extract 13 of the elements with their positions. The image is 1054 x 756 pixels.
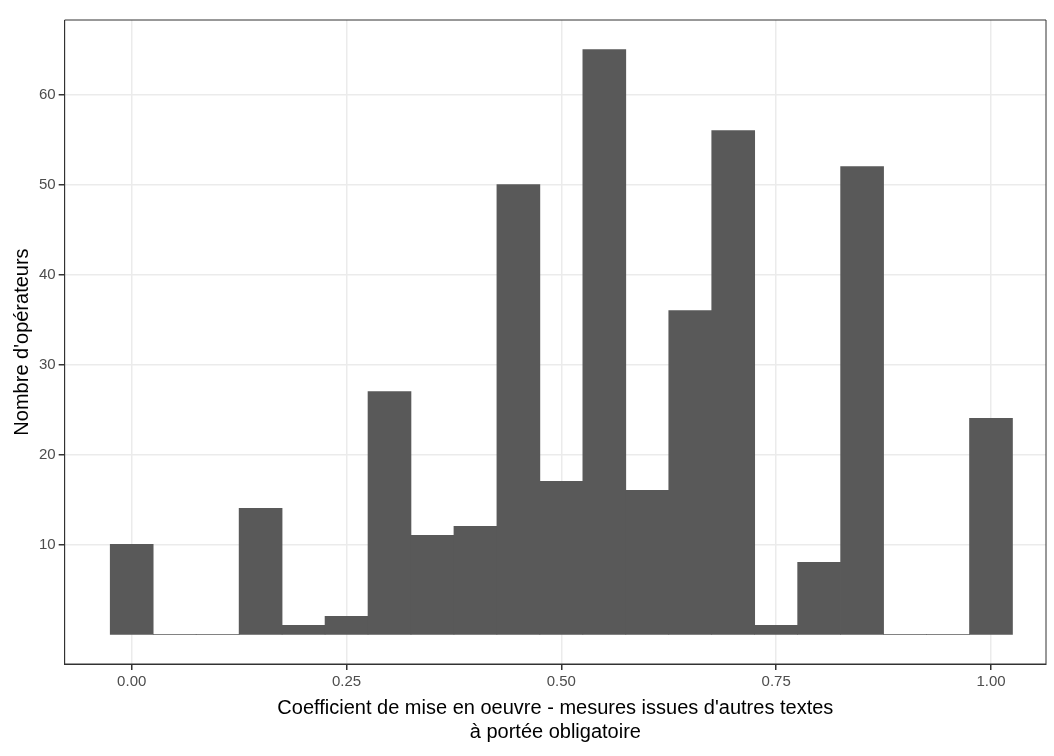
y-tick-label: 50 <box>39 174 56 192</box>
y-axis-title: Nombre d'opérateurs <box>9 248 32 436</box>
x-tick-label: 1.00 <box>976 672 1006 690</box>
y-tick-label: 40 <box>39 264 56 282</box>
x-tick-label: 0.00 <box>117 672 147 690</box>
x-tick-label: 0.50 <box>546 672 576 690</box>
y-tick-label: 20 <box>39 444 56 462</box>
y-tick-label: 60 <box>39 84 56 102</box>
y-tick-label: 30 <box>39 354 56 372</box>
x-axis-title: Coefficient de mise en oeuvre - mesures issues d'autres textes à portée obligatoire <box>277 695 834 742</box>
x-tick-label: 0.25 <box>331 672 362 690</box>
y-tick-label: 10 <box>39 534 56 552</box>
x-tick-label: 0.75 <box>761 672 791 690</box>
